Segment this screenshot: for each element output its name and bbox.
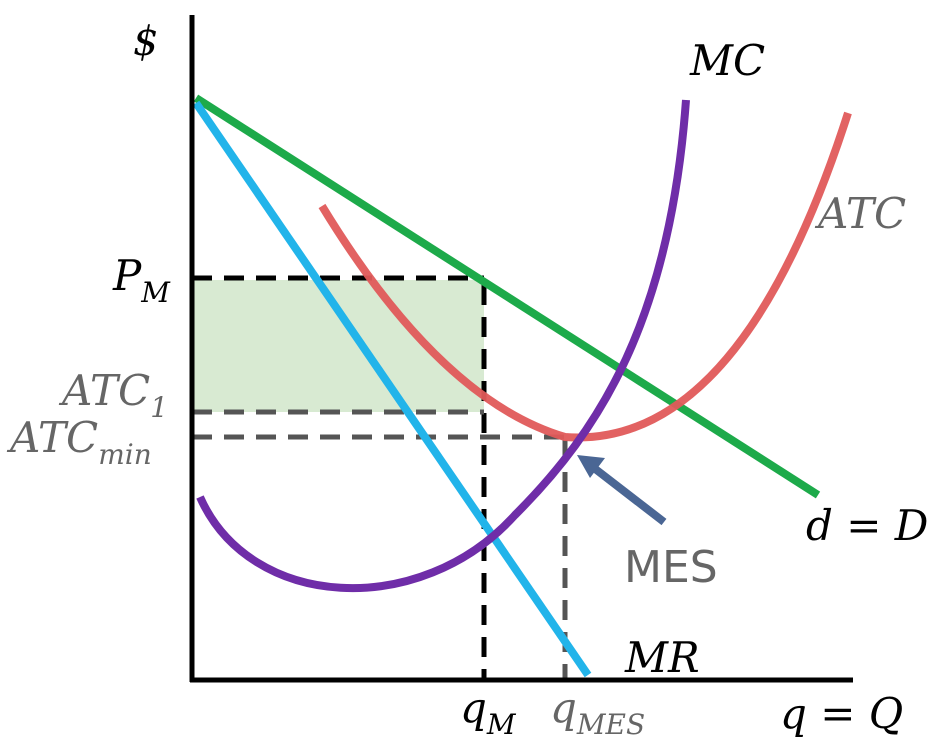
pm-label: PM xyxy=(112,251,171,309)
profit-area xyxy=(192,280,484,412)
mes-label: MES xyxy=(624,542,718,593)
y-axis-label: $ xyxy=(133,19,158,65)
atc-curve-label: ATC xyxy=(814,189,906,238)
mes-arrow-shaft xyxy=(591,464,667,526)
atcmin-label: ATCmin xyxy=(6,413,152,471)
atc1-label: ATC1 xyxy=(58,366,168,424)
demand-curve xyxy=(193,94,821,499)
mes-arrow-head xyxy=(577,455,605,478)
qmes-label: qMES xyxy=(550,683,645,741)
mc-curve xyxy=(196,99,690,593)
qm-label: qM xyxy=(460,683,517,741)
mr-curve xyxy=(192,100,592,678)
demand-label: d = D xyxy=(806,501,928,550)
mc-label: MC xyxy=(689,36,765,85)
x-axis-label: q = Q xyxy=(780,689,903,738)
mr-label: MR xyxy=(624,633,700,682)
